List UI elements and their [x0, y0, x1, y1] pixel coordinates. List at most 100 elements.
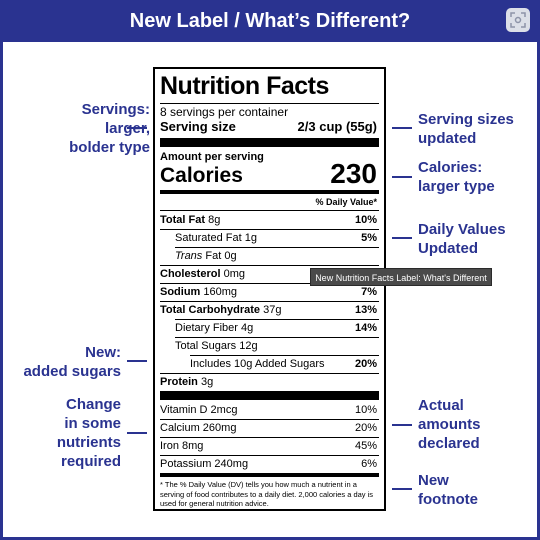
note-daily-values: Daily Values Updated: [418, 220, 533, 258]
note-line: Daily Values: [418, 221, 506, 238]
nutrient-dv: 10%: [354, 214, 377, 226]
note-nutrients: Change in some nutrients required: [15, 395, 121, 471]
nutrient-row: Saturated Fat 1g 5%: [175, 231, 379, 245]
footnote: * The % Daily Value (DV) tells you how m…: [160, 480, 374, 508]
pointer-line: [392, 176, 412, 178]
pointer-line: [392, 237, 412, 239]
nutrition-facts-label: Nutrition Facts 8 servings per container…: [153, 67, 386, 511]
note-line: declared: [418, 435, 480, 452]
vitamin-dv: 45%: [354, 440, 377, 452]
nutrient-row: Trans Fat 0g: [175, 249, 379, 263]
vitamin-row: Vitamin D 2mcg 10%: [160, 403, 379, 417]
nutrient-name: Cholesterol: [160, 268, 221, 280]
divider: [160, 301, 379, 302]
daily-value-header: % Daily Value*: [315, 197, 377, 207]
nutrient-dv: 5%: [361, 232, 377, 244]
note-line: Servings:: [81, 101, 150, 118]
nutrient-amount: 3g: [200, 376, 214, 388]
note-line: nutrients: [56, 434, 121, 451]
amount-per-serving: Amount per serving: [160, 151, 264, 163]
nutrient-name: Includes 10g Added Sugars: [190, 358, 325, 370]
divider: [160, 455, 379, 456]
calories-label: Calories: [160, 164, 243, 187]
divider: [160, 210, 379, 211]
note-calories: Calories: larger type: [418, 158, 533, 196]
nutrient-dv: 14%: [354, 322, 377, 334]
label-title: Nutrition Facts: [160, 72, 329, 100]
divider: [175, 319, 379, 320]
divider-medium: [160, 190, 379, 194]
nutrient-amount: 160mg: [203, 286, 238, 298]
nutrient-row: Includes 10g Added Sugars 20%: [190, 357, 379, 371]
note-line: amounts: [418, 416, 481, 433]
note-line: larger type: [418, 178, 495, 195]
vitamin-name: Vitamin D: [160, 404, 208, 416]
vitamin-name: Potassium: [160, 458, 212, 470]
header-bar: New Label / What’s Different?: [0, 0, 540, 42]
divider: [160, 283, 379, 284]
nutrient-dv: 7%: [361, 286, 377, 298]
divider: [175, 337, 379, 338]
divider: [160, 103, 379, 104]
pointer-line: [392, 424, 412, 426]
pointer-line: [127, 127, 147, 129]
nutrient-name: Total Fat: [160, 214, 206, 226]
nutrient-name: Protein: [160, 376, 198, 388]
vitamin-amount: 2mcg: [210, 404, 238, 416]
note-line: Change: [65, 396, 121, 413]
nutrient-name: Sodium: [160, 286, 201, 298]
nutrient-row: Total Carbohydrate 37g 13%: [160, 303, 379, 317]
divider-thick: [160, 391, 379, 400]
nutrient-amount: 37g: [263, 304, 282, 316]
page-title: New Label / What’s Different?: [129, 10, 411, 32]
nutrient-row: Total Sugars 12g: [175, 339, 379, 353]
divider: [175, 247, 379, 248]
nutrient-row: Dietary Fiber 4g 14%: [175, 321, 379, 335]
divider: [160, 229, 379, 230]
vitamin-name: Calcium: [160, 422, 200, 434]
nutrient-name: Total Sugars: [175, 340, 237, 352]
note-line: Serving sizes: [418, 111, 514, 128]
serving-size-row: Serving size 2/3 cup (55g): [160, 119, 379, 135]
nutrient-name-italic: Trans: [175, 250, 203, 262]
note-line: Updated: [418, 240, 478, 257]
servings-per-container: 8 servings per container: [160, 105, 289, 119]
nutrient-row: Sodium 160mg 7%: [160, 285, 379, 299]
note-line: Actual: [418, 397, 464, 414]
note-line: added sugars: [23, 363, 121, 380]
nutrient-amount: 1g: [244, 232, 257, 244]
pointer-line: [392, 127, 412, 129]
nutrient-name: Dietary Fiber: [175, 322, 238, 334]
vitamin-row: Calcium 260mg 20%: [160, 421, 379, 435]
divider: [160, 437, 379, 438]
divider: [160, 419, 379, 420]
divider: [160, 265, 379, 266]
note-line: bolder type: [69, 139, 150, 156]
nutrient-amount: 0mg: [223, 268, 245, 280]
vitamin-dv: 10%: [354, 404, 377, 416]
note-added-sugars: New: added sugars: [15, 343, 121, 381]
vitamin-amount: 240mg: [214, 458, 249, 470]
note-actual-amounts: Actual amounts declared: [418, 396, 533, 453]
note-footnote: New footnote: [418, 471, 533, 509]
note-line: updated: [418, 130, 477, 147]
nutrient-amount: 4g: [241, 322, 254, 334]
nutrient-dv: 20%: [354, 358, 377, 370]
vitamin-amount: 260mg: [202, 422, 237, 434]
calories-row: Calories 230: [160, 159, 379, 189]
pointer-line: [392, 488, 412, 490]
visual-search-icon[interactable]: [506, 8, 530, 32]
nutrient-amount: 8g: [208, 214, 221, 226]
vitamin-name: Iron: [160, 440, 179, 452]
nutrient-amount: 0g: [224, 250, 237, 262]
divider-thick: [160, 138, 379, 147]
nutrient-row: Cholesterol 0mg: [160, 267, 379, 281]
note-line: footnote: [418, 491, 478, 508]
nutrient-name: Fat: [202, 250, 222, 262]
pointer-line: [127, 360, 147, 362]
serving-size-label: Serving size: [160, 119, 236, 134]
vitamin-row: Potassium 240mg 6%: [160, 457, 379, 471]
nutrient-name: Total Carbohydrate: [160, 304, 261, 316]
note-line: New:: [85, 344, 121, 361]
note-line: New: [418, 472, 449, 489]
